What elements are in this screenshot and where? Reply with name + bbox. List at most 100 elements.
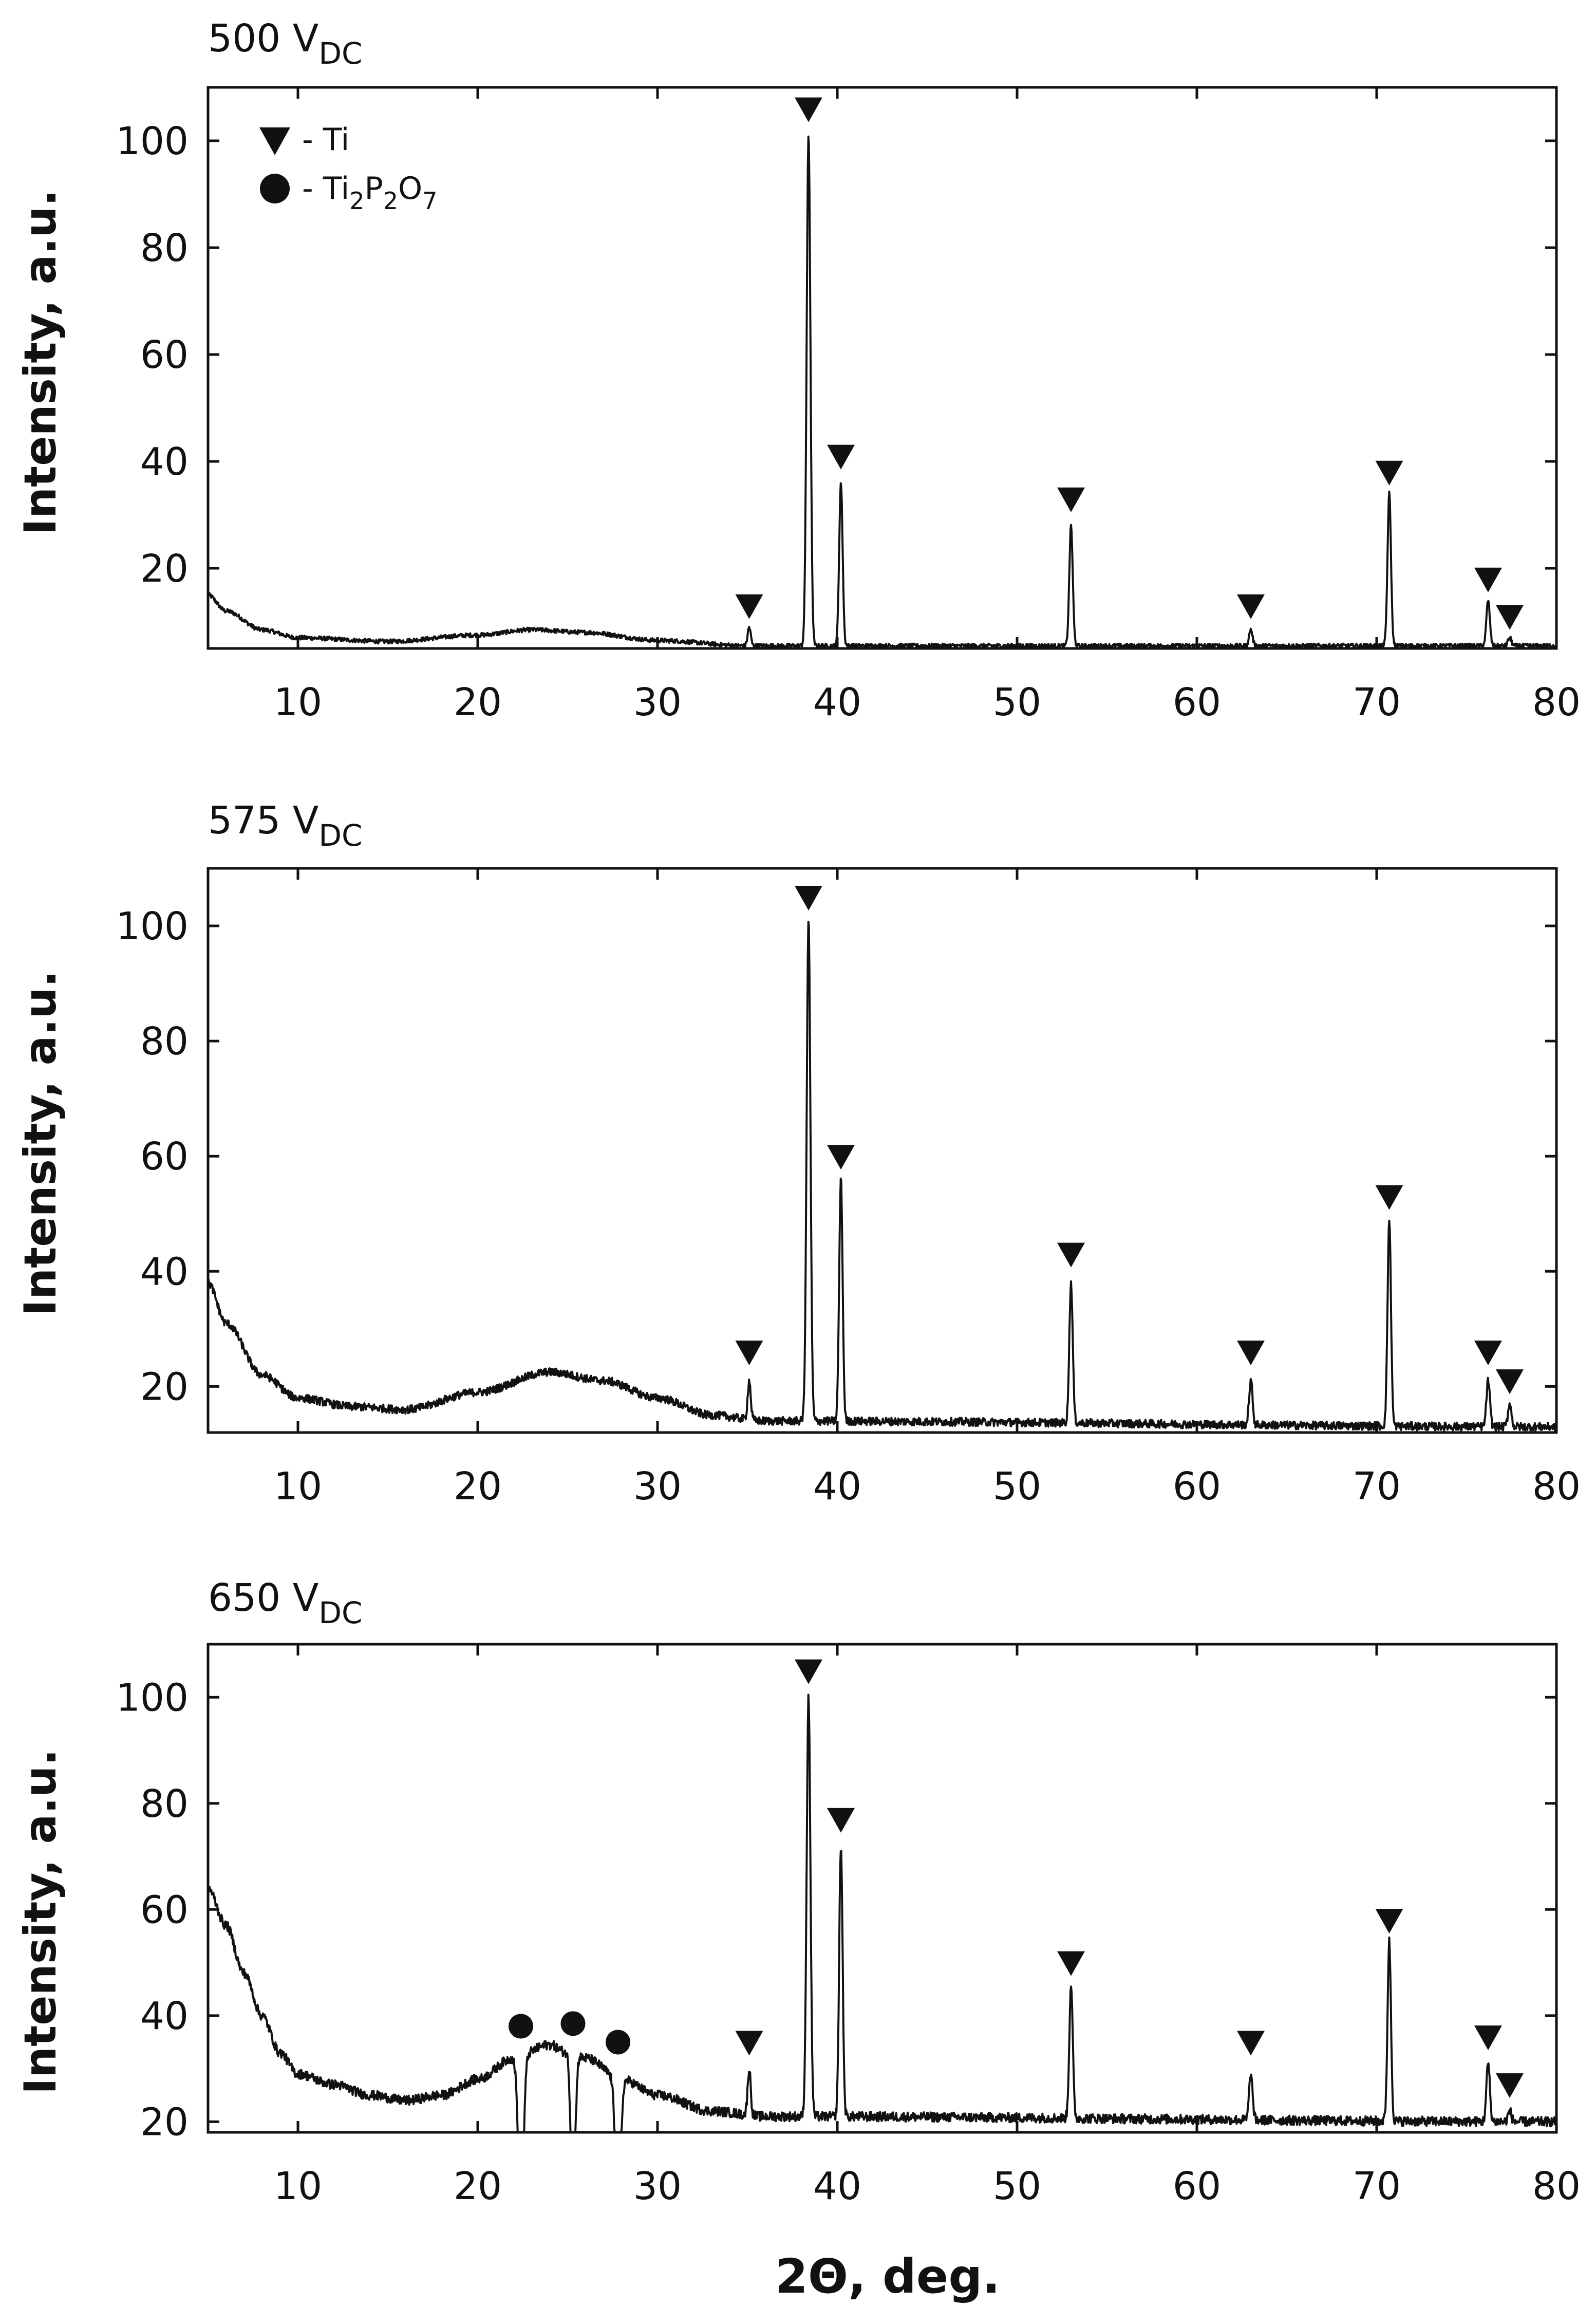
x-tick-label: 30 — [633, 2164, 682, 2208]
x-tick-label: 80 — [1532, 1464, 1581, 1509]
triangle-down-marker — [1237, 1341, 1265, 1366]
x-tick-label: 20 — [454, 1464, 502, 1509]
panel-title: 500 VDC — [208, 16, 363, 71]
panel-title: 650 VDC — [208, 1576, 363, 1630]
triangle-down-marker — [1237, 2031, 1265, 2056]
triangle-down-marker — [827, 1808, 855, 1833]
legend-entry-ti2p2o7: - Ti2P2O7 — [260, 171, 437, 215]
panel-575vdc: 575 VDC Intensity, a.u. 20 40 60 80 100 10 20… — [15, 798, 1581, 1509]
y-tick-labels: 20 40 60 80 100 — [116, 1676, 189, 2144]
legend: - Ti - Ti2P2O7 — [259, 122, 437, 215]
plot-frame — [206, 1643, 1558, 2134]
x-tick-label: 10 — [274, 680, 322, 724]
x-tick-label: 80 — [1532, 2164, 1581, 2208]
triangle-down-marker — [735, 594, 763, 619]
y-tick-labels: 20 40 60 80 100 — [116, 904, 189, 1409]
y-tick-label: 100 — [116, 1676, 189, 1720]
x-axis-label: 2Θ, deg. — [775, 2249, 1000, 2304]
y-tick-label: 60 — [140, 1888, 189, 1932]
x-tick-label: 60 — [1173, 680, 1221, 724]
y-axis-label: Intensity, a.u. — [15, 1749, 66, 2094]
triangle-down-marker — [1474, 567, 1502, 592]
axis-ticks — [208, 868, 1558, 1433]
y-tick-label: 40 — [140, 440, 189, 484]
panel-title: 575 VDC — [208, 798, 363, 853]
x-tick-label: 50 — [993, 1464, 1041, 1509]
plot-frame — [206, 867, 1558, 1434]
x-tick-labels: 10 20 30 40 50 60 70 80 — [274, 2164, 1581, 2208]
x-tick-label: 10 — [274, 2164, 322, 2208]
x-tick-label: 80 — [1532, 680, 1581, 724]
x-tick-label: 50 — [993, 680, 1041, 724]
triangle-down-marker — [1057, 487, 1085, 512]
y-tick-label: 80 — [140, 1782, 189, 1826]
y-tick-label: 20 — [140, 2100, 189, 2144]
y-tick-label: 100 — [116, 904, 189, 949]
triangle-down-marker — [795, 886, 822, 911]
diffraction-curve — [207, 921, 1557, 1432]
x-tick-labels: 10 20 30 40 50 60 70 80 — [274, 680, 1581, 724]
x-tick-label: 70 — [1353, 680, 1401, 724]
y-tick-label: 80 — [140, 226, 189, 270]
x-tick-label: 30 — [633, 680, 682, 724]
legend-label: - Ti2P2O7 — [302, 171, 437, 215]
legend-entry-ti: - Ti — [259, 122, 349, 158]
triangle-down-marker — [1237, 594, 1265, 619]
triangle-down-marker — [1474, 2025, 1502, 2051]
triangle-down-marker — [795, 1659, 822, 1684]
y-tick-labels: 20 40 60 80 100 — [116, 119, 189, 591]
diffraction-curve — [207, 135, 1557, 649]
x-tick-label: 20 — [454, 2164, 502, 2208]
circle-marker — [606, 2030, 630, 2055]
legend-label: - Ti — [302, 122, 349, 158]
triangle-down-marker — [1375, 1185, 1403, 1210]
x-tick-label: 20 — [454, 680, 502, 724]
triangle-down-marker — [795, 97, 822, 122]
x-tick-labels: 10 20 30 40 50 60 70 80 — [274, 1464, 1581, 1509]
triangle-down-marker — [1057, 1242, 1085, 1268]
triangle-down-marker — [1496, 2073, 1524, 2098]
x-tick-label: 70 — [1353, 1464, 1401, 1509]
triangle-down-marker — [1375, 1908, 1403, 1933]
diffraction-curve — [207, 1694, 1557, 2133]
plot-frame — [206, 86, 1558, 650]
y-tick-label: 40 — [140, 1994, 189, 2038]
y-axis-label: Intensity, a.u. — [15, 190, 66, 535]
triangle-down-marker — [827, 1145, 855, 1170]
circle-icon — [260, 174, 290, 203]
y-tick-label: 80 — [140, 1019, 189, 1064]
y-axis-label: Intensity, a.u. — [15, 971, 66, 1316]
x-tick-label: 50 — [993, 2164, 1041, 2208]
panel-650vdc: 650 VDC Intensity, a.u. 20 40 60 80 100 10 20… — [15, 1576, 1581, 2304]
triangle-down-marker — [1496, 1369, 1524, 1394]
triangle-down-marker — [827, 444, 855, 470]
x-tick-label: 10 — [274, 1464, 322, 1509]
peak-markers — [735, 886, 1524, 1394]
y-tick-label: 100 — [116, 119, 189, 163]
triangle-down-marker — [1496, 605, 1524, 630]
triangle-down-marker — [1057, 1951, 1085, 1976]
y-tick-label: 20 — [140, 1365, 189, 1409]
circle-marker — [560, 2011, 586, 2036]
x-tick-label: 40 — [813, 1464, 861, 1509]
y-tick-label: 60 — [140, 333, 189, 377]
triangle-down-marker — [1375, 460, 1403, 486]
x-tick-label: 60 — [1173, 2164, 1221, 2208]
triangle-down-marker — [1474, 1341, 1502, 1366]
peak-markers — [735, 97, 1524, 630]
x-tick-label: 70 — [1353, 2164, 1401, 2208]
circle-marker — [509, 2014, 533, 2039]
triangle-down-icon — [259, 127, 290, 155]
triangle-down-marker — [735, 2031, 763, 2056]
y-tick-label: 20 — [140, 547, 189, 591]
axis-ticks — [208, 1644, 1558, 2132]
x-tick-label: 60 — [1173, 1464, 1221, 1509]
x-tick-label: 40 — [813, 680, 861, 724]
panel-500vdc: 500 VDC Intensity, a.u. 20 40 60 80 100 10 20… — [15, 16, 1581, 724]
y-tick-label: 60 — [140, 1135, 189, 1179]
x-tick-label: 40 — [813, 2164, 861, 2208]
peak-markers — [509, 1659, 1524, 2098]
x-tick-label: 30 — [633, 1464, 682, 1509]
triangle-down-marker — [735, 1341, 763, 1366]
